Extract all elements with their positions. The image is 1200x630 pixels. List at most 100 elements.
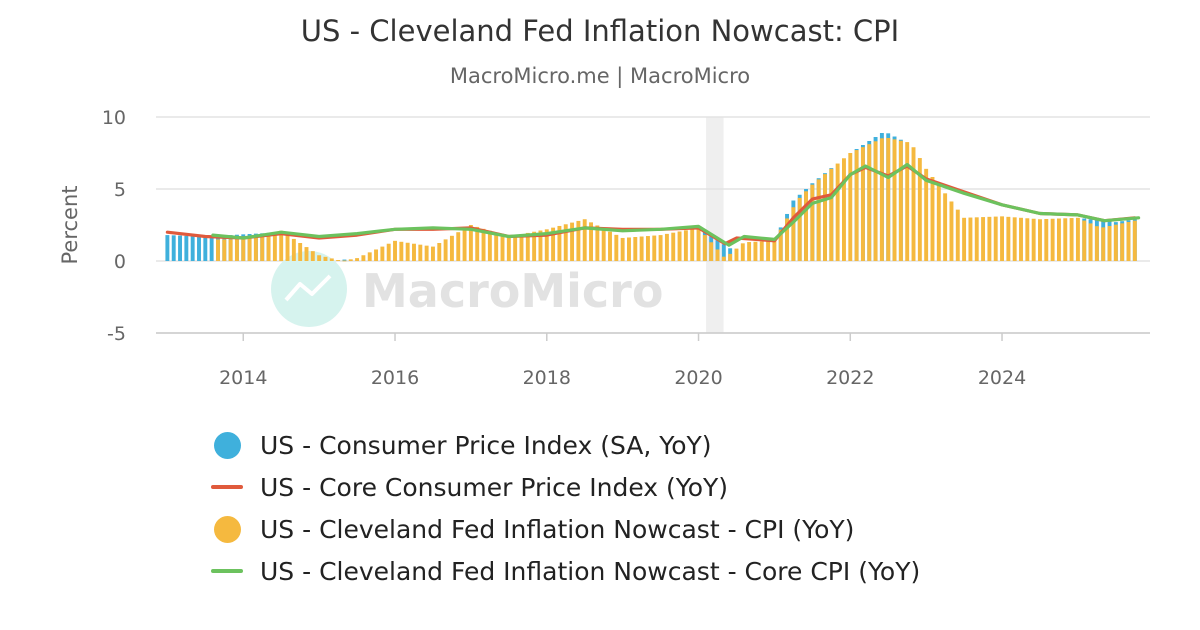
nowcast-cpi-bar (399, 241, 404, 261)
nowcast-cpi-bar (715, 249, 720, 261)
nowcast-cpi-bar (785, 218, 790, 261)
nowcast-cpi-bar (430, 246, 435, 261)
nowcast-cpi-bar (936, 185, 941, 261)
nowcast-cpi-bar (854, 150, 859, 261)
nowcast-cpi-bar (272, 232, 277, 261)
nowcast-cpi-bar (342, 260, 347, 262)
nowcast-cpi-bar (671, 232, 676, 261)
nowcast-cpi-bar (791, 207, 796, 261)
nowcast-cpi-bar (879, 138, 884, 261)
cpi-bar (197, 236, 201, 261)
nowcast-cpi-bar (525, 232, 530, 261)
nowcast-cpi-bar (1107, 226, 1112, 261)
nowcast-cpi-bar (860, 147, 865, 261)
nowcast-cpi-bar (1012, 217, 1017, 261)
nowcast-cpi-bar (949, 201, 954, 261)
nowcast-cpi-bar (361, 255, 366, 261)
nowcast-cpi-bar (595, 225, 600, 261)
nowcast-cpi-bar (538, 230, 543, 261)
nowcast-cpi-bar (266, 233, 271, 261)
nowcast-cpi-bar (1063, 218, 1068, 261)
nowcast-cpi-bar (355, 258, 360, 261)
watermark-logo-chart-icon (284, 274, 332, 302)
cpi-bar (171, 235, 176, 261)
nowcast-cpi-bar (443, 239, 448, 261)
nowcast-cpi-bar (664, 233, 669, 261)
nowcast-cpi-bar (506, 236, 511, 261)
nowcast-cpi-bar (462, 228, 467, 261)
x-tick-label: 2020 (674, 367, 722, 389)
nowcast-cpi-bar (974, 217, 979, 261)
nowcast-cpi-bar (829, 168, 834, 261)
nowcast-cpi-bar (1132, 220, 1137, 261)
nowcast-cpi-bar (981, 217, 986, 261)
y-tick-label: -5 (107, 323, 126, 345)
nowcast-cpi-bar (911, 147, 916, 261)
nowcast-cpi-bar (987, 216, 992, 261)
nowcast-cpi-bar (905, 142, 910, 261)
nowcast-cpi-bar (753, 241, 758, 261)
nowcast-cpi-bar (993, 216, 998, 261)
legend-item[interactable]: US - Cleveland Fed Inflation Nowcast - C… (208, 550, 920, 592)
nowcast-cpi-bar (222, 239, 227, 261)
nowcast-cpi-bar (633, 237, 638, 261)
nowcast-cpi-bar (797, 197, 802, 261)
nowcast-cpi-bar (601, 228, 606, 261)
legend-dot-icon (213, 431, 241, 459)
watermark-text: MacroMicro (362, 264, 663, 318)
x-tick-label: 2022 (826, 367, 874, 389)
y-tick-label: 0 (114, 251, 126, 273)
nowcast-cpi-bar (253, 236, 258, 261)
nowcast-cpi-bar (955, 209, 960, 261)
nowcast-cpi-bar (468, 225, 473, 261)
nowcast-cpi-bar (449, 235, 454, 261)
nowcast-cpi-bar (475, 226, 480, 261)
nowcast-cpi-bar (317, 255, 322, 261)
nowcast-cpi-bar (1126, 222, 1131, 261)
cpi-bar (721, 244, 726, 261)
nowcast-cpi-bar (721, 256, 726, 261)
nowcast-cpi-bar (892, 139, 897, 261)
nowcast-cpi-bar (835, 163, 840, 261)
nowcast-cpi-bar (582, 219, 587, 261)
nowcast-cpi-bar (943, 193, 948, 261)
nowcast-cpi-bar (886, 137, 891, 261)
nowcast-cpi-bar (766, 241, 771, 261)
nowcast-cpi-bar (513, 235, 518, 261)
nowcast-cpi-bar (1038, 219, 1042, 261)
y-tick-label: 10 (102, 107, 126, 129)
legend-label: US - Cleveland Fed Inflation Nowcast - C… (260, 514, 855, 544)
nowcast-cpi-bar (1101, 227, 1106, 261)
nowcast-cpi-bar (639, 236, 644, 261)
nowcast-cpi-bar (930, 177, 935, 261)
nowcast-cpi-bar (1075, 217, 1080, 261)
nowcast-cpi-bar (216, 239, 220, 261)
nowcast-cpi-bar (323, 256, 328, 261)
cpi-bar (165, 235, 170, 261)
nowcast-cpi-bar (772, 240, 777, 261)
cpi-bar (184, 235, 189, 261)
nowcast-cpi-bar (917, 158, 922, 261)
nowcast-cpi-bar (614, 234, 619, 261)
nowcast-cpi-bar (841, 158, 846, 261)
nowcast-cpi-bar (412, 243, 416, 261)
nowcast-cpi-bar (696, 227, 701, 261)
nowcast-cpi-bar (380, 246, 385, 261)
chart-title: US - Cleveland Fed Inflation Nowcast: CP… (300, 14, 900, 48)
legend-label: US - Consumer Price Index (SA, YoY) (260, 430, 712, 460)
legend-item[interactable]: US - Consumer Price Index (SA, YoY) (208, 424, 920, 466)
legend-item[interactable]: US - Core Consumer Price Index (YoY) (208, 466, 920, 508)
nowcast-cpi-bar (1094, 226, 1099, 261)
x-tick-label: 2018 (523, 367, 571, 389)
x-tick-label: 2024 (978, 367, 1026, 389)
legend-item[interactable]: US - Cleveland Fed Inflation Nowcast - C… (208, 508, 920, 550)
nowcast-cpi-bar (247, 237, 252, 261)
nowcast-cpi-bar (519, 234, 524, 261)
nowcast-cpi-bar (500, 234, 505, 261)
nowcast-cpi-bar (329, 258, 334, 261)
nowcast-cpi-bar (544, 229, 549, 261)
nowcast-cpi-bar (228, 239, 233, 261)
nowcast-cpi-bar (481, 228, 486, 261)
nowcast-cpi-bar (437, 243, 442, 261)
